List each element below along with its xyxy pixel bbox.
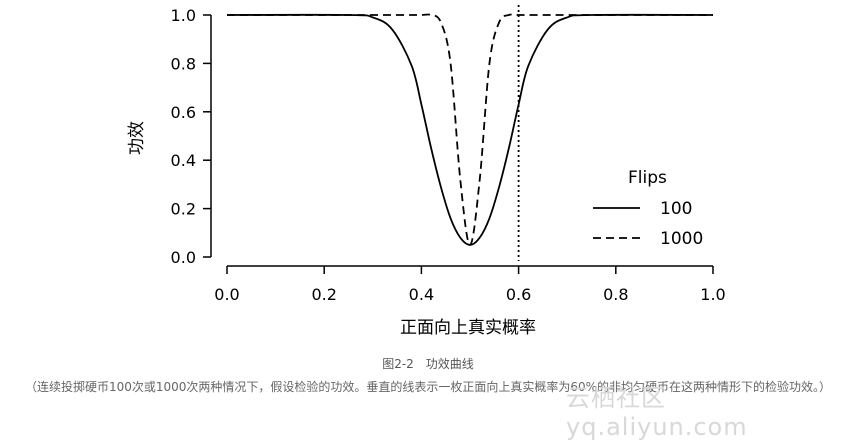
legend-title: Flips	[628, 168, 667, 188]
power-curve-chart: 0.0 0.2 0.4 0.6 0.8 1.0 0.0 0.2 0.4 0.6 0.8 1.0 100…	[127, 5, 726, 338]
y-tick-label: 0.8	[171, 54, 196, 73]
y-axis-label: 功效	[127, 121, 147, 155]
series-layer	[226, 13, 714, 246]
x-tick-label: 0.8	[603, 285, 628, 304]
x-tick-label: 0.0	[214, 285, 239, 304]
series-line-1000	[227, 13, 713, 246]
series-line-100	[226, 13, 714, 246]
x-tick-label: 0.4	[409, 285, 434, 304]
axes: 0.0 0.2 0.4 0.6 0.8 1.0 0.0 0.2 0.4 0.6 0.8 1.0	[171, 5, 726, 304]
x-tick-label: 1.0	[700, 285, 725, 304]
y-tick-label: 0.4	[171, 151, 196, 170]
figure-caption-note: （连续投掷硬币100次或1000次两种情况下，假设检验的功效。垂直的线表示一枚正…	[24, 380, 832, 394]
x-axis-label: 正面向上真实概率	[400, 318, 536, 338]
legend-label-100: 100	[660, 199, 692, 219]
y-tick-label: 0.0	[171, 248, 196, 267]
y-tick-label: 0.2	[171, 200, 196, 219]
x-tick-label: 0.6	[506, 285, 531, 304]
y-tick-label: 0.6	[171, 103, 196, 122]
x-tick-label: 0.2	[311, 285, 336, 304]
legend-label-1000: 1000	[660, 229, 703, 249]
legend: 100 1000	[593, 199, 703, 249]
figure-caption-title: 图2-2 功效曲线	[382, 357, 474, 371]
y-tick-label: 1.0	[171, 6, 196, 25]
watermark: 云栖社区 yq.aliyun.com	[566, 384, 748, 441]
